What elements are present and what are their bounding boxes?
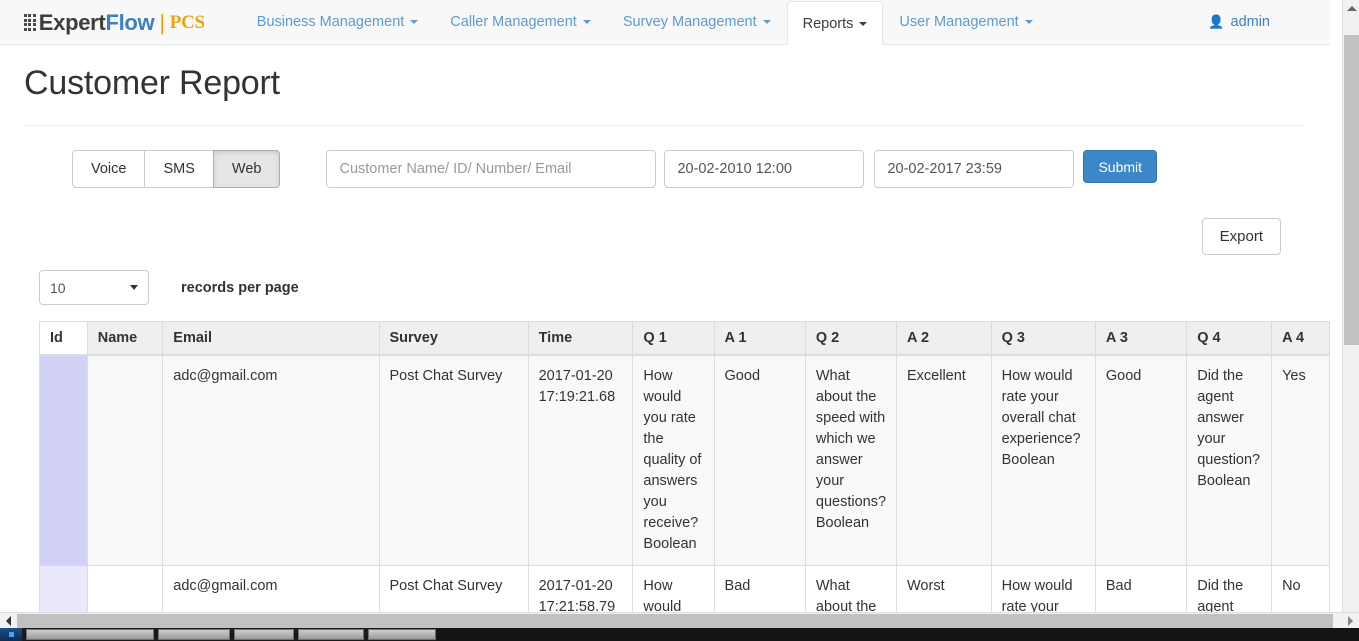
cell-q1: How would you rate the quality of answer… (632, 354, 715, 566)
chevron-down-icon (859, 21, 868, 26)
os-taskbar (0, 628, 1359, 641)
main-navbar: Expert Flow | PCS Business Management Ca… (0, 0, 1330, 46)
column-header-a4[interactable]: A 4 (1271, 321, 1330, 356)
column-header-a3[interactable]: A 3 (1094, 321, 1188, 356)
customer-report-table: Id Name Email Survey Time Q 1 A 1 Q 2 A … (39, 321, 1330, 623)
date-from-input[interactable] (664, 150, 865, 188)
brand-pcs-text: PCS (169, 11, 205, 33)
chevron-down-icon (410, 20, 419, 24)
taskbar-item[interactable] (234, 629, 294, 640)
cell-id (39, 354, 88, 566)
records-per-page-row: 10 records per page (39, 270, 1330, 305)
cell-a3: Good (1094, 354, 1188, 566)
vertical-scrollbar-thumb[interactable] (1344, 35, 1359, 345)
start-button[interactable] (0, 628, 22, 641)
column-header-a1[interactable]: A 1 (713, 321, 806, 356)
chevron-down-icon (762, 20, 771, 24)
column-header-q2[interactable]: Q 2 (804, 321, 898, 356)
filter-bar: Voice SMS Web Submit (72, 150, 1330, 188)
chevron-down-icon (1024, 20, 1033, 24)
cell-time: 2017-01-20 17:19:21.68 (527, 354, 634, 566)
channel-button-voice[interactable]: Voice (72, 150, 145, 188)
brand-expert-text: Expert (38, 9, 106, 35)
title-divider (24, 125, 1306, 126)
chevron-down-icon (130, 285, 138, 290)
channel-button-web[interactable]: Web (212, 150, 281, 188)
nav-item-business-management[interactable]: Business Management (241, 0, 435, 44)
cell-a4: Yes (1271, 354, 1330, 566)
records-per-page-value: 10 (50, 279, 66, 296)
channel-button-sms[interactable]: SMS (144, 150, 213, 188)
scroll-right-arrow-icon[interactable] (1342, 613, 1359, 628)
table-header-row: Id Name Email Survey Time Q 1 A 1 Q 2 A … (39, 321, 1330, 356)
date-to-input[interactable] (874, 150, 1075, 188)
column-header-email[interactable]: Email (162, 321, 380, 356)
column-header-q3[interactable]: Q 3 (990, 321, 1096, 356)
cell-q3: How would rate your overall chat experie… (990, 354, 1096, 566)
column-header-survey[interactable]: Survey (378, 321, 529, 356)
grid-icon (24, 14, 36, 31)
cell-survey: Post Chat Survey (378, 354, 529, 566)
column-header-a2[interactable]: A 2 (896, 321, 992, 356)
submit-button[interactable]: Submit (1083, 150, 1158, 183)
nav-item-reports[interactable]: Reports (786, 1, 884, 46)
cell-email: adc@gmail.com (162, 354, 380, 566)
taskbar-item[interactable] (158, 629, 230, 640)
nav-item-label: Caller Management (450, 14, 577, 30)
table-row[interactable]: adc@gmail.com Post Chat Survey 2017-01-2… (39, 354, 1330, 566)
chevron-down-icon (582, 20, 591, 24)
nav-item-label: Survey Management (622, 14, 757, 30)
user-menu-label: admin (1230, 14, 1271, 30)
nav-items: Business Management Caller Management Su… (241, 0, 1049, 46)
nav-item-user-management[interactable]: User Management (883, 0, 1048, 44)
taskbar-empty-area (436, 628, 1359, 641)
customer-search-input[interactable] (326, 150, 657, 188)
scroll-up-arrow-icon[interactable] (1343, 0, 1359, 17)
column-header-q4[interactable]: Q 4 (1186, 321, 1273, 356)
page-title: Customer Report (24, 64, 280, 102)
channel-toggle-group: Voice SMS Web (72, 150, 281, 188)
column-header-time[interactable]: Time (527, 321, 634, 356)
scroll-left-arrow-icon[interactable] (0, 613, 17, 628)
column-header-id[interactable]: Id (39, 321, 88, 356)
horizontal-scrollbar[interactable] (0, 612, 1359, 628)
vertical-scrollbar[interactable] (1342, 0, 1359, 628)
export-row: Export (0, 218, 1281, 255)
taskbar-item[interactable] (298, 629, 364, 640)
brand-logo[interactable]: Expert Flow | PCS (0, 0, 219, 45)
brand-flow-text: Flow (105, 9, 155, 35)
user-menu[interactable]: 👤 admin (1208, 14, 1270, 30)
taskbar-item[interactable] (26, 629, 154, 640)
horizontal-scrollbar-thumb[interactable] (17, 614, 1333, 628)
report-table-container: Id Name Email Survey Time Q 1 A 1 Q 2 A … (39, 321, 1330, 623)
cell-q4: Did the agent answer your question? Bool… (1186, 354, 1273, 566)
brand-separator: | (159, 9, 165, 35)
page-content: Customer Report Voice SMS Web Submit Exp… (0, 45, 1330, 628)
cell-a1: Good (713, 354, 806, 566)
nav-item-caller-management[interactable]: Caller Management (434, 0, 607, 44)
cell-a2: Excellent (896, 354, 992, 566)
records-per-page-select[interactable]: 10 (39, 270, 149, 305)
cell-q2: What about the speed with which we answe… (804, 354, 898, 566)
user-icon: 👤 (1208, 14, 1225, 29)
nav-item-label: User Management (899, 14, 1019, 30)
column-header-name[interactable]: Name (86, 321, 164, 356)
column-header-q1[interactable]: Q 1 (632, 321, 715, 356)
records-per-page-label: records per page (181, 279, 299, 296)
export-button[interactable]: Export (1201, 218, 1281, 255)
cell-name (86, 354, 164, 566)
taskbar-item[interactable] (368, 629, 436, 640)
cell-id (39, 565, 88, 623)
nav-right-section: 👤 admin (1208, 0, 1330, 44)
nav-item-label: Business Management (256, 14, 405, 30)
nav-item-label: Reports (802, 15, 854, 32)
nav-item-survey-management[interactable]: Survey Management (607, 0, 787, 44)
